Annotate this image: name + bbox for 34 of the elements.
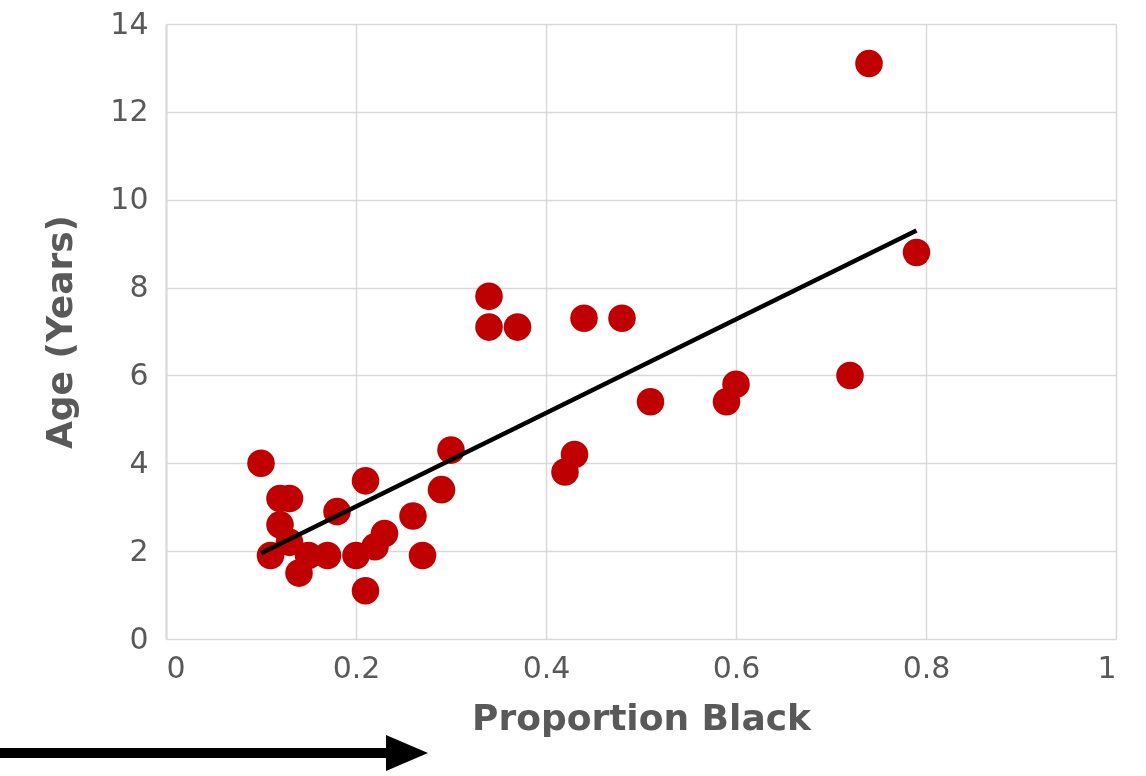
point xyxy=(902,238,931,267)
x-tick-label: 0.2 xyxy=(332,649,381,685)
x-tick-label: 0.8 xyxy=(902,649,951,685)
y-tick-label: 8 xyxy=(129,269,149,305)
point xyxy=(636,388,665,416)
y-axis-title: Age (Years) xyxy=(39,214,81,450)
x-axis-title: Proportion Black xyxy=(472,696,813,738)
point xyxy=(351,576,380,605)
point xyxy=(370,519,399,548)
point xyxy=(503,313,532,341)
point xyxy=(427,475,456,504)
x-tick-label: 0.6 xyxy=(712,649,761,685)
y-tick-label: 12 xyxy=(110,93,149,129)
point xyxy=(570,304,598,333)
point xyxy=(399,502,427,530)
point xyxy=(247,449,275,478)
point xyxy=(560,440,589,469)
y-tick-label: 14 xyxy=(110,5,149,41)
point xyxy=(836,361,864,390)
x-tick-label: 0.4 xyxy=(522,649,571,685)
x-tick-label: 0 xyxy=(166,649,186,685)
y-tick-label: 6 xyxy=(129,356,149,392)
point xyxy=(408,541,437,570)
y-tick-label: 2 xyxy=(129,532,149,568)
point xyxy=(608,304,636,333)
x-tick-label: 1 xyxy=(1097,649,1117,685)
point xyxy=(855,49,883,78)
point xyxy=(722,370,750,398)
point xyxy=(475,313,503,341)
y-tick-label: 0 xyxy=(129,620,149,656)
point xyxy=(351,467,380,495)
y-tick-label: 10 xyxy=(110,181,149,217)
y-tick-label: 4 xyxy=(129,444,149,480)
point xyxy=(475,282,503,311)
